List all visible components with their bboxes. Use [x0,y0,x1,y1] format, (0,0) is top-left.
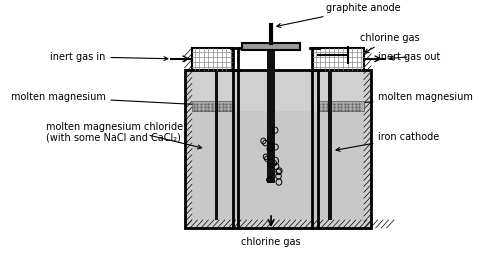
Bar [214,52,218,220]
Text: molten magnesium: molten magnesium [10,92,227,108]
Bar [313,48,364,70]
Text: iron cathode: iron cathode [336,132,440,151]
Text: inert gas in: inert gas in [50,52,168,62]
Text: chlorine gas: chlorine gas [360,33,420,53]
Text: (with some NaCl and CaCl₂): (with some NaCl and CaCl₂) [46,133,181,143]
Text: inert gas out: inert gas out [378,52,441,62]
Text: graphite anode: graphite anode [277,3,400,27]
Text: molten magnesium chloride: molten magnesium chloride [46,122,202,149]
Bar [318,101,364,111]
Bar [192,111,364,220]
Bar [184,70,371,228]
Bar [192,48,232,70]
Bar [242,43,300,50]
Text: chlorine gas: chlorine gas [242,237,301,247]
Text: molten magnesium: molten magnesium [324,92,474,107]
Bar [268,45,274,183]
Bar [192,101,233,111]
Bar [328,52,332,220]
